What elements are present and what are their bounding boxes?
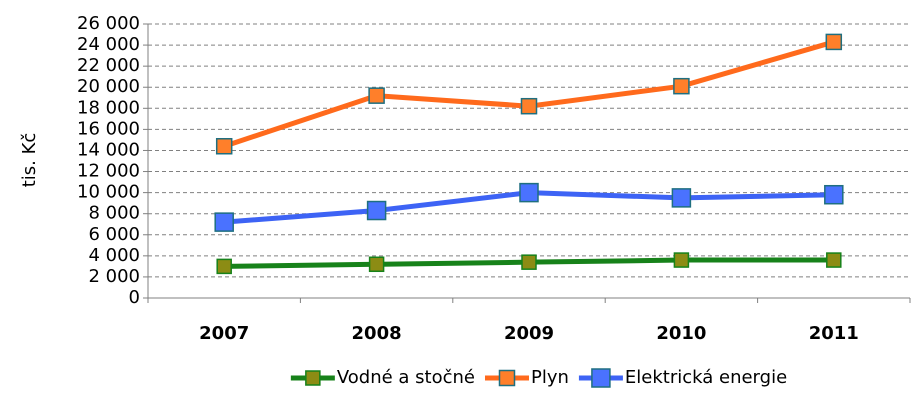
y-tick-label: 6 000 xyxy=(88,224,140,245)
x-tick-label: 2007 xyxy=(199,323,249,344)
y-tick-label: 12 000 xyxy=(77,161,140,182)
marker xyxy=(521,254,537,270)
marker xyxy=(671,188,692,208)
legend-label: Elektrická energie xyxy=(625,367,787,388)
x-tick-label: 2008 xyxy=(352,323,402,344)
y-tick-label: 22 000 xyxy=(77,55,140,76)
x-tick-label: 2010 xyxy=(656,323,706,344)
y-tick-label: 16 000 xyxy=(77,118,140,139)
marker xyxy=(673,77,690,95)
legend: Vodné a stočné Plyn Elektrická energie xyxy=(290,367,787,388)
marker xyxy=(215,137,233,155)
y-tick-label: 26 000 xyxy=(77,13,140,34)
legend-marker xyxy=(305,370,321,386)
x-tick-label: 2011 xyxy=(809,323,859,344)
marker xyxy=(368,256,385,273)
legend-label: Plyn xyxy=(531,367,569,388)
y-tick-label: 24 000 xyxy=(77,34,140,55)
marker xyxy=(366,200,387,221)
marker xyxy=(214,212,234,232)
series-line xyxy=(223,39,835,149)
y-axis-label: tis. Kč xyxy=(19,133,40,188)
y-tick-label: 4 000 xyxy=(88,245,140,266)
y-tick-label: 8 000 xyxy=(88,203,140,224)
legend-label: Vodné a stočné xyxy=(337,367,475,388)
y-tick-label: 0 xyxy=(129,287,140,308)
marker xyxy=(825,33,843,51)
y-tick-label: 18 000 xyxy=(77,97,140,118)
marker xyxy=(826,252,842,268)
marker xyxy=(520,97,538,115)
y-tick-label: 10 000 xyxy=(77,182,140,203)
legend-marker xyxy=(591,368,611,388)
y-tick-label: 2 000 xyxy=(88,266,140,287)
marker xyxy=(824,184,844,205)
marker xyxy=(519,182,539,203)
x-tick-label: 2009 xyxy=(504,323,554,344)
y-tick-label: 14 000 xyxy=(77,139,140,160)
marker xyxy=(368,87,385,104)
y-tick-label: 20 000 xyxy=(77,76,140,97)
marker xyxy=(216,258,232,275)
legend-marker xyxy=(498,369,516,387)
marker xyxy=(673,252,690,268)
